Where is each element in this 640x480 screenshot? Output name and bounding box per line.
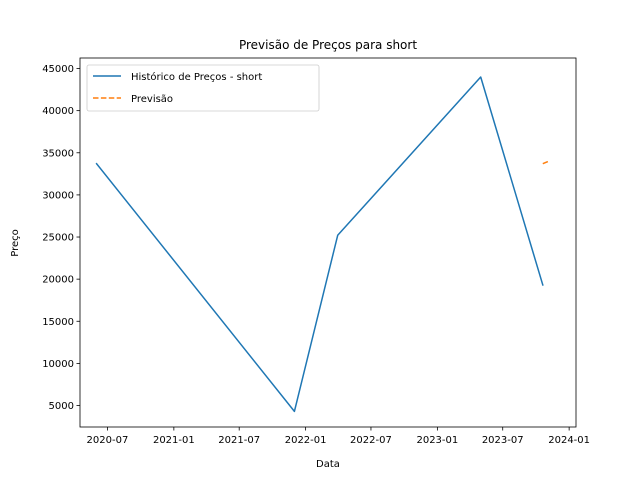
x-tick-label: 2021-07	[218, 435, 260, 446]
legend-box	[86, 64, 320, 112]
y-tick-label: 10000	[42, 359, 74, 370]
series-line-previsao	[542, 160, 549, 165]
y-tick-label: 15000	[42, 317, 74, 328]
x-tick-label: 2021-01	[153, 435, 195, 446]
x-axis: 2020-07 2021-01 2021-07 2022-01 2022-07 2023-…	[87, 427, 590, 446]
x-tick-label: 2024-01	[548, 435, 590, 446]
x-axis-label: Data	[316, 459, 340, 470]
x-tick-label: 2023-07	[482, 435, 524, 446]
y-tick-label: 40000	[42, 106, 74, 117]
y-tick-label: 25000	[42, 233, 74, 244]
plot-frame	[79, 57, 577, 428]
x-tick-label: 2022-07	[350, 435, 392, 446]
legend: Histórico de Preços - short Previsão	[86, 64, 320, 112]
legend-label-previsao: Previsão	[131, 94, 173, 105]
x-tick-label: 2022-01	[285, 435, 327, 446]
y-tick-label: 45000	[42, 64, 74, 75]
series-layer	[95, 76, 549, 413]
y-tick-label: 20000	[42, 275, 74, 286]
y-axis-label: Preço	[10, 229, 21, 257]
y-tick-label: 35000	[42, 148, 74, 159]
x-tick-label: 2020-07	[87, 435, 129, 446]
y-tick-label: 5000	[49, 401, 74, 412]
y-axis: 5000 10000 15000 20000 25000 30000 35000 40000 4…	[42, 64, 80, 412]
y-tick-label: 30000	[42, 190, 74, 201]
series-line-historico	[95, 76, 544, 413]
chart-title: Previsão de Preços para short	[239, 38, 417, 52]
legend-label-historico: Histórico de Preços - short	[131, 71, 262, 83]
x-tick-label: 2023-01	[416, 435, 458, 446]
